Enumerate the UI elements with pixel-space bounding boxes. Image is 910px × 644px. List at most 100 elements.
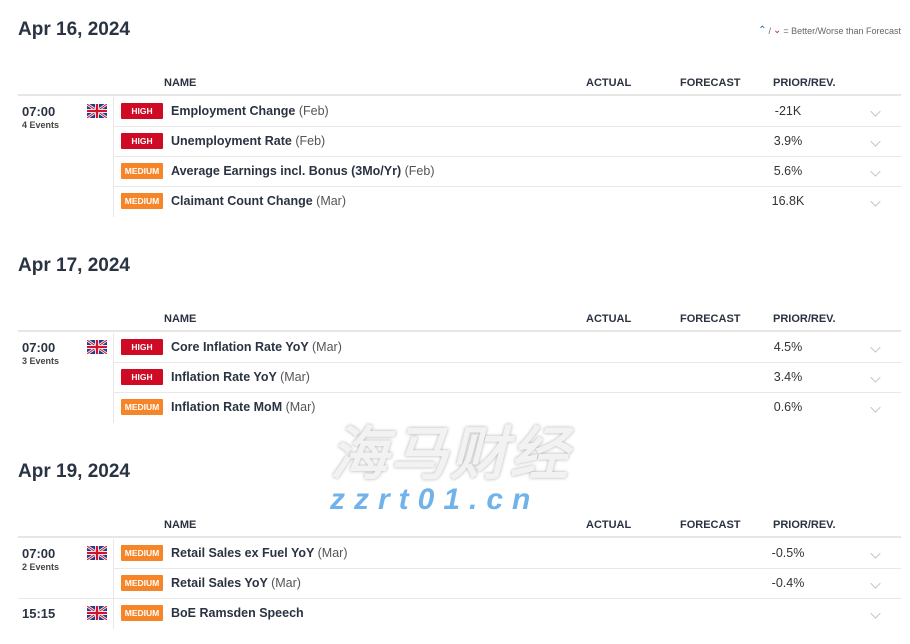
event-row[interactable]: 15:15 MEDIUM BoE Ramsden Speech xyxy=(18,598,901,629)
event-period: (Mar) xyxy=(285,400,316,414)
chevron-down-icon[interactable] xyxy=(870,578,881,589)
event-row[interactable]: MEDIUM Retail Sales YoY (Mar) -0.4% xyxy=(18,569,901,599)
event-row[interactable]: MEDIUM Average Earnings incl. Bonus (3Mo… xyxy=(18,157,901,187)
importance-badge: MEDIUM xyxy=(121,399,163,415)
event-row[interactable]: 07:00 3 Events HIGH Core Inflation Rate Yo… xyxy=(18,333,901,366)
prior-value: -0.5% xyxy=(771,546,805,560)
watermark-url: zzrt01.cn xyxy=(330,483,540,516)
legend: ⌃ / ⌄ = Better/Worse than Forecast xyxy=(758,25,901,36)
event-row[interactable]: 07:00 2 Events MEDIUM Retail Sales ex Fuel… xyxy=(18,539,901,572)
col-forecast: FORECAST xyxy=(680,519,741,531)
event-row[interactable]: HIGH Inflation Rate YoY (Mar) 3.4% xyxy=(18,363,901,393)
event-name[interactable]: Inflation Rate MoM (Mar) xyxy=(171,400,316,414)
time-group: 07:00 4 Events HIGH Employment Change (Feb… xyxy=(18,97,901,217)
better-arrow-icon: ⌃ xyxy=(758,25,767,36)
chevron-down-icon[interactable] xyxy=(870,402,881,413)
event-time: 07:00 xyxy=(22,546,56,561)
chevron-down-icon[interactable] xyxy=(870,372,881,383)
legend-text: = Better/Worse than Forecast xyxy=(783,25,901,36)
table-header: NAME ACTUAL FORECAST PRIOR/REV. xyxy=(18,71,901,96)
col-name: NAME xyxy=(164,313,197,325)
col-forecast: FORECAST xyxy=(680,77,741,89)
event-period: (Mar) xyxy=(280,370,310,384)
event-row[interactable]: MEDIUM Claimant Count Change (Mar) 16.8K xyxy=(18,187,901,217)
prior-value: 4.5% xyxy=(773,340,803,354)
chevron-down-icon[interactable] xyxy=(870,196,881,207)
event-period: (Feb) xyxy=(404,164,435,178)
event-time: 15:15 xyxy=(22,606,56,621)
table-header: NAME ACTUAL FORECAST PRIOR/REV. xyxy=(18,307,901,332)
event-period: (Mar) xyxy=(271,576,301,590)
table-header: NAME ACTUAL FORECAST PRIOR/REV. xyxy=(18,513,901,538)
event-name[interactable]: Average Earnings incl. Bonus (3Mo/Yr) (F… xyxy=(171,164,435,178)
event-name[interactable]: Employment Change (Feb) xyxy=(171,104,329,118)
event-count: 4 Events xyxy=(22,120,60,130)
event-period: (Mar) xyxy=(317,546,348,560)
chevron-down-icon[interactable] xyxy=(870,166,881,177)
day-section: Apr 19, 2024 NAME ACTUAL FORECAST PRIOR/… xyxy=(18,442,901,629)
col-actual: ACTUAL xyxy=(586,313,632,325)
event-name[interactable]: Claimant Count Change (Mar) xyxy=(171,194,347,208)
worse-arrow-icon: ⌄ xyxy=(772,25,782,36)
event-count: 2 Events xyxy=(22,562,60,572)
prior-value: -0.4% xyxy=(771,576,805,590)
watermark-logo: 海马财经 xyxy=(330,422,571,487)
event-name[interactable]: Retail Sales YoY (Mar) xyxy=(171,576,301,590)
uk-flag-icon xyxy=(87,104,107,118)
col-forecast: FORECAST xyxy=(680,313,741,325)
col-prior: PRIOR/REV. xyxy=(773,77,836,89)
col-prior: PRIOR/REV. xyxy=(773,519,836,531)
prior-value: 3.4% xyxy=(773,370,803,384)
importance-badge: MEDIUM xyxy=(121,545,163,561)
event-period: (Mar) xyxy=(316,194,347,208)
date-heading: Apr 19, 2024 xyxy=(18,461,130,482)
event-period: (Feb) xyxy=(295,134,326,148)
event-name[interactable]: Core Inflation Rate YoY (Mar) xyxy=(171,340,342,354)
event-name[interactable]: Inflation Rate YoY (Mar) xyxy=(171,370,310,384)
prior-value: 3.9% xyxy=(773,134,803,148)
event-name[interactable]: Unemployment Rate (Feb) xyxy=(171,134,326,148)
event-row[interactable]: HIGH Unemployment Rate (Feb) 3.9% xyxy=(18,127,901,157)
importance-badge: HIGH xyxy=(121,369,163,385)
importance-badge: MEDIUM xyxy=(121,605,163,621)
day-section: Apr 16, 2024 NAME ACTUAL FORECAST PRIOR/… xyxy=(18,0,901,217)
uk-flag-icon xyxy=(87,606,107,620)
time-group: 07:00 2 Events MEDIUM Retail Sales ex Fuel… xyxy=(18,539,901,599)
prior-value: -21K xyxy=(774,104,802,118)
col-prior: PRIOR/REV. xyxy=(773,313,836,325)
date-heading: Apr 17, 2024 xyxy=(18,255,130,276)
prior-value: 16.8K xyxy=(771,194,805,208)
event-time: 07:00 xyxy=(22,340,56,355)
chevron-down-icon[interactable] xyxy=(870,136,881,147)
event-time: 07:00 xyxy=(22,104,56,119)
event-name[interactable]: BoE Ramsden Speech xyxy=(171,606,304,620)
chevron-down-icon[interactable] xyxy=(870,548,881,559)
prior-value: 5.6% xyxy=(773,164,803,178)
time-group: 07:00 3 Events HIGH Core Inflation Rate Yo… xyxy=(18,333,901,423)
chevron-down-icon[interactable] xyxy=(870,106,881,117)
importance-badge: HIGH xyxy=(121,103,163,119)
event-period: (Feb) xyxy=(298,104,329,118)
event-row[interactable]: MEDIUM Inflation Rate MoM (Mar) 0.6% xyxy=(18,393,901,423)
uk-flag-icon xyxy=(87,340,107,354)
day-section: Apr 17, 2024 NAME ACTUAL FORECAST PRIOR/… xyxy=(18,236,901,423)
importance-badge: HIGH xyxy=(121,339,163,355)
chevron-down-icon[interactable] xyxy=(870,342,881,353)
importance-badge: MEDIUM xyxy=(121,163,163,179)
uk-flag-icon xyxy=(87,546,107,560)
time-group: 15:15 MEDIUM BoE Ramsden Speech xyxy=(18,598,901,629)
importance-badge: HIGH xyxy=(121,133,163,149)
chevron-down-icon[interactable] xyxy=(870,608,881,619)
event-count: 3 Events xyxy=(22,356,60,366)
col-actual: ACTUAL xyxy=(586,519,632,531)
event-period: (Mar) xyxy=(312,340,342,354)
col-name: NAME xyxy=(164,519,197,531)
importance-badge: MEDIUM xyxy=(121,193,163,209)
col-actual: ACTUAL xyxy=(586,77,632,89)
event-row[interactable]: 07:00 4 Events HIGH Employment Change (Feb… xyxy=(18,97,901,130)
event-name[interactable]: Retail Sales ex Fuel YoY (Mar) xyxy=(171,546,348,560)
col-name: NAME xyxy=(164,77,197,89)
date-heading: Apr 16, 2024 xyxy=(18,19,130,40)
importance-badge: MEDIUM xyxy=(121,575,163,591)
prior-value: 0.6% xyxy=(773,400,803,414)
